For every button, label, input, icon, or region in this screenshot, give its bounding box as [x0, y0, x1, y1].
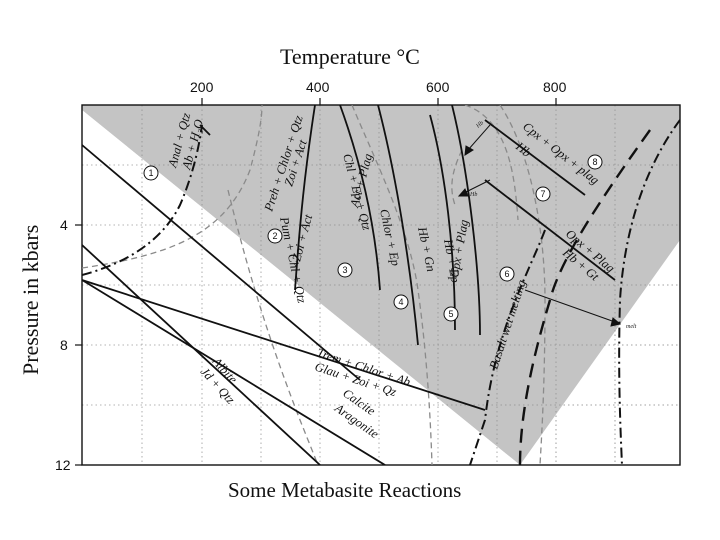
x-tick-label: 600: [426, 79, 450, 95]
reaction-lines: [82, 105, 616, 465]
circled-number: 1: [148, 168, 153, 178]
annotation-arrows: [457, 124, 622, 327]
axis-tick-marks: [75, 98, 557, 466]
y-tick-label: 8: [60, 337, 68, 353]
x-tick-label: 200: [190, 79, 214, 95]
hb-ep-curve: [451, 105, 481, 336]
circled-numbers: 1 2 3 4 5 6 7 8: [143, 154, 603, 322]
x-tick-label: 800: [543, 79, 567, 95]
y-tick-label: 12: [55, 457, 71, 473]
cpx-plag-curve: [429, 114, 456, 331]
unshaded-lower-left: [82, 110, 520, 465]
tiny-annotation: Hb: [469, 192, 477, 198]
albite-jd-line: [82, 244, 321, 465]
act-plag-curve: [339, 105, 381, 291]
circled-number: 2: [272, 231, 277, 241]
circled-number: 3: [342, 265, 347, 275]
opx-plag-line: [484, 179, 616, 281]
x-tick-label: 400: [306, 79, 330, 95]
cpx-opx-line: [484, 119, 586, 196]
dash-dot-boundaries: [82, 119, 680, 465]
tiny-annotation: Hb: [475, 120, 485, 130]
circled-number: 4: [398, 297, 403, 307]
plot-frame: [81, 104, 681, 466]
circled-number: 5: [448, 309, 453, 319]
zoi-act-curve: [294, 105, 316, 291]
calcite-aragonite-line: [82, 279, 386, 465]
dashed-grey-curves: [82, 105, 546, 465]
trem-glau-line: [82, 279, 486, 411]
basalt-melting-curve: [518, 129, 651, 465]
top-axis-title: Temperature °C: [280, 44, 420, 69]
y-tick-label: 4: [60, 217, 68, 233]
tiny-annotation: melt: [626, 324, 637, 330]
circled-number: 6: [504, 269, 509, 279]
upper-diagonal: [82, 144, 361, 381]
hb-gn-curve: [377, 105, 419, 346]
circled-number: 7: [540, 189, 545, 199]
figure-caption: Some Metabasite Reactions: [228, 478, 462, 502]
circled-number: 8: [592, 157, 597, 167]
